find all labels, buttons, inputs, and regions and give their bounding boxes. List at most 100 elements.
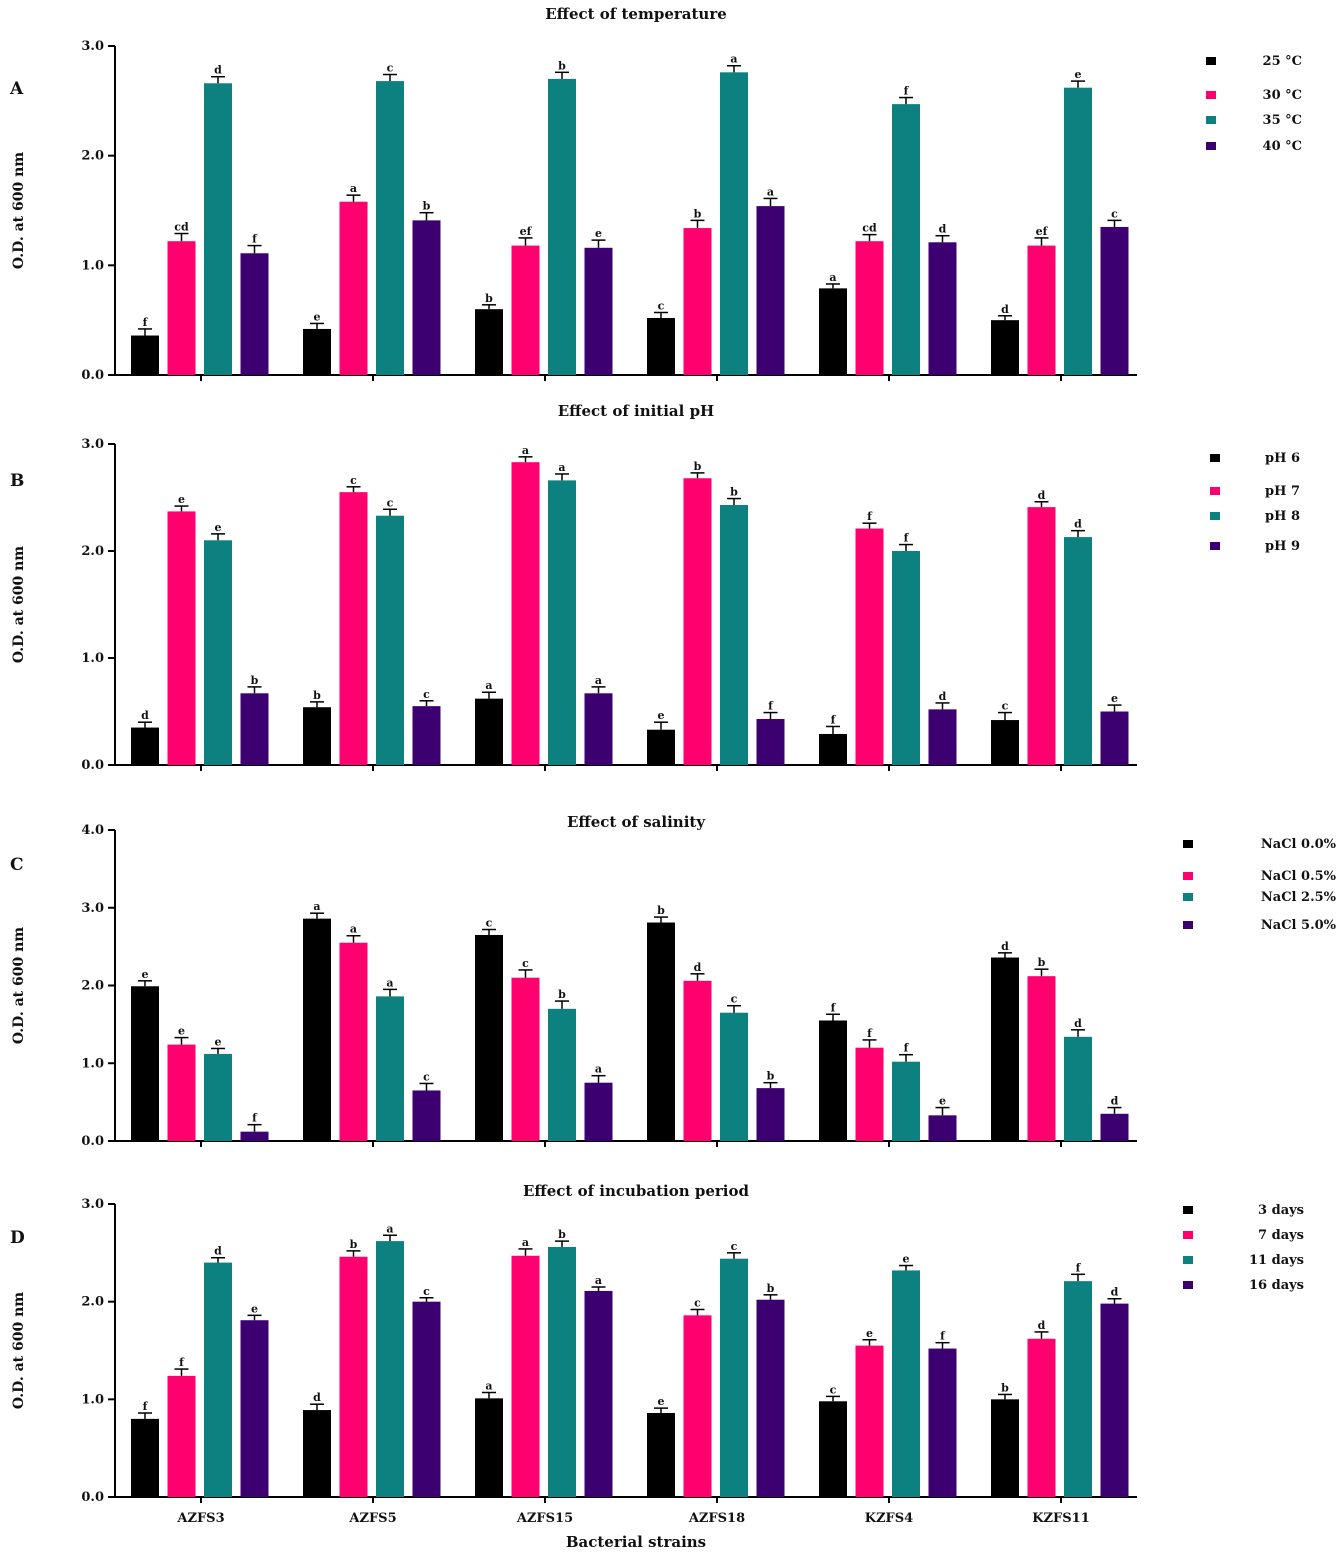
bar <box>548 480 576 765</box>
bar <box>892 1270 920 1497</box>
bar <box>548 1008 576 1141</box>
bar <box>376 515 404 765</box>
significance-letter: c <box>830 1383 837 1396</box>
significance-letter: c <box>486 917 493 930</box>
bar <box>475 1398 503 1497</box>
bar <box>647 317 675 375</box>
significance-letter: a <box>485 1379 492 1392</box>
significance-letter: a <box>522 444 529 457</box>
legend-swatch <box>1210 487 1220 495</box>
bar <box>819 1020 847 1141</box>
significance-letter: e <box>251 1302 258 1315</box>
bar <box>1027 245 1056 375</box>
bar <box>819 1401 847 1497</box>
significance-letter: c <box>423 688 430 701</box>
legend-swatch <box>1210 542 1220 550</box>
bar <box>584 247 613 375</box>
bar <box>240 693 269 765</box>
bar <box>167 1044 196 1141</box>
bar <box>548 1246 576 1497</box>
significance-letter: a <box>350 182 357 195</box>
legend-label: pH 6 <box>1265 451 1300 466</box>
legend-label: 25 °C <box>1263 54 1302 69</box>
significance-letter: d <box>1001 303 1009 316</box>
significance-letter: d <box>939 223 947 236</box>
significance-letter: f <box>904 85 910 98</box>
x-tick-label: AZFS18 <box>688 1511 745 1526</box>
panel-A: Effect of temperature A O.D. at 600 nm 0.0 1… <box>9 5 1302 383</box>
bar <box>303 918 331 1141</box>
bar <box>167 1375 196 1497</box>
bar <box>928 1115 957 1141</box>
significance-letter: e <box>658 1395 665 1408</box>
bar <box>303 328 331 375</box>
bar <box>1064 537 1092 765</box>
significance-letter: c <box>1002 700 1009 713</box>
significance-letter: c <box>423 1070 430 1083</box>
bar <box>756 1299 785 1497</box>
significance-letter: b <box>767 1070 775 1083</box>
bar <box>647 1413 675 1497</box>
significance-letter: b <box>1038 956 1046 969</box>
bar <box>991 957 1019 1141</box>
bar <box>756 1088 785 1141</box>
significance-letter: a <box>730 53 737 66</box>
bar <box>548 78 576 376</box>
bar <box>1027 507 1056 765</box>
significance-letter: c <box>522 957 529 970</box>
significance-letter: e <box>178 1025 185 1038</box>
panel-title: Effect of temperature <box>545 5 727 23</box>
bar <box>928 242 957 375</box>
significance-letter: a <box>595 1063 602 1076</box>
y-axis-label: O.D. at 600 nm <box>11 152 27 269</box>
bar <box>1100 226 1129 375</box>
legend-label: pH 9 <box>1265 539 1300 554</box>
significance-letter: b <box>694 207 702 220</box>
bar <box>240 1320 269 1497</box>
bar <box>720 1258 748 1497</box>
bar <box>991 320 1019 375</box>
bar <box>376 1241 404 1497</box>
significance-letter: e <box>1111 692 1118 705</box>
bar <box>892 551 920 765</box>
bar <box>303 707 331 765</box>
significance-letter: b <box>350 1238 358 1251</box>
legend-label: NaCl 5.0% <box>1261 918 1337 933</box>
significance-letter: c <box>1111 207 1118 220</box>
bar <box>339 1256 368 1497</box>
legend-swatch <box>1183 1231 1193 1239</box>
significance-letter: b <box>558 1228 566 1241</box>
bar <box>819 733 847 765</box>
bar <box>131 727 159 765</box>
y-tick-label: 1.0 <box>81 1056 104 1071</box>
bar <box>1100 1303 1129 1497</box>
bar <box>683 980 712 1141</box>
bar <box>240 253 269 375</box>
legend-label: 30 °C <box>1263 88 1302 103</box>
bar <box>1027 976 1056 1141</box>
x-tick-label: AZFS15 <box>516 1511 573 1526</box>
bar <box>1064 87 1092 375</box>
significance-letter: e <box>866 1327 873 1340</box>
bar <box>475 698 503 765</box>
significance-letter: b <box>767 1282 775 1295</box>
legend-label: NaCl 0.5% <box>1261 869 1337 884</box>
bar <box>167 241 196 375</box>
significance-letter: e <box>178 493 185 506</box>
bar <box>412 706 441 765</box>
legend-label: 35 °C <box>1263 113 1302 128</box>
significance-letter: a <box>386 976 393 989</box>
significance-letter: a <box>595 674 602 687</box>
significance-letter: f <box>831 1001 837 1014</box>
significance-letter: b <box>423 200 431 213</box>
legend-label: pH 8 <box>1265 509 1300 524</box>
significance-letter: c <box>658 299 665 312</box>
significance-letter: b <box>730 486 738 499</box>
legend-swatch <box>1183 1206 1193 1214</box>
bar <box>240 1131 269 1141</box>
y-tick-label: 0.0 <box>81 368 104 383</box>
legend-swatch <box>1206 91 1216 99</box>
significance-letter: d <box>141 709 149 722</box>
significance-letter: b <box>558 59 566 72</box>
